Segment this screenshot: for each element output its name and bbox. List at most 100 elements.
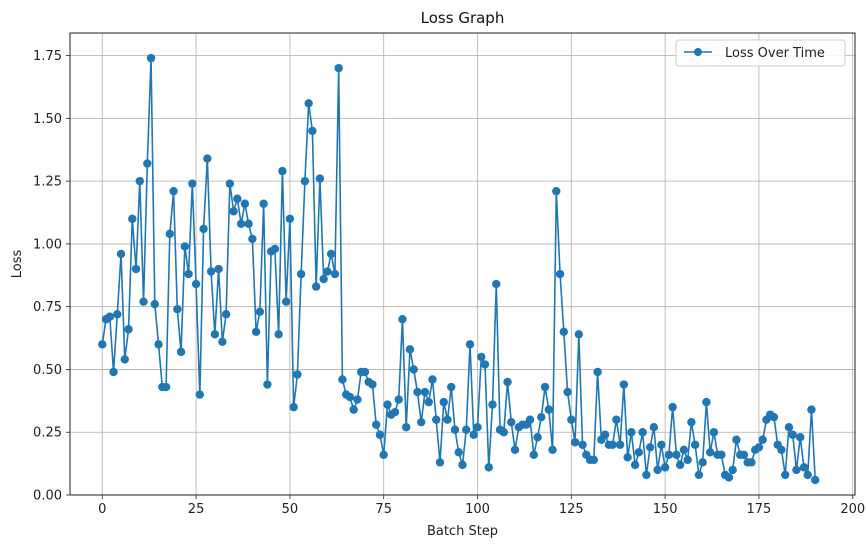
x-tick-label: 100 [465, 502, 490, 517]
data-point [709, 428, 719, 437]
data-point [244, 219, 253, 229]
data-point [326, 249, 336, 259]
data-point [675, 460, 685, 470]
data-point [296, 269, 306, 279]
data-point [473, 423, 482, 432]
x-tick-label: 50 [282, 502, 299, 517]
data-point [537, 412, 546, 422]
data-point [724, 473, 734, 482]
data-point [255, 307, 265, 316]
data-point [300, 176, 310, 186]
data-point [679, 445, 689, 454]
data-point [248, 234, 257, 244]
x-tick-label: 25 [188, 502, 205, 517]
data-point [784, 423, 794, 432]
data-point [507, 417, 516, 427]
data-point [304, 99, 313, 108]
data-point [109, 367, 118, 377]
y-tick-label: 0.25 [33, 426, 62, 441]
data-point [672, 450, 681, 460]
data-point [739, 450, 749, 460]
data-point [589, 455, 599, 465]
data-point [124, 325, 133, 334]
data-point [799, 463, 809, 472]
x-tick-label: 0 [98, 502, 106, 517]
data-point [199, 224, 208, 234]
data-point [600, 430, 610, 439]
data-point [443, 415, 452, 424]
data-point [349, 405, 358, 414]
data-point [113, 310, 122, 319]
data-point [116, 249, 126, 259]
data-point [544, 405, 553, 414]
data-point [660, 463, 670, 472]
data-point [270, 244, 280, 254]
data-point [540, 382, 550, 392]
data-point [263, 380, 272, 389]
data-point [480, 360, 490, 369]
data-point [98, 340, 107, 349]
data-point [311, 282, 321, 291]
legend-box [675, 39, 846, 67]
data-point [555, 269, 565, 279]
data-point [289, 402, 298, 412]
data-point [345, 392, 355, 402]
data-point [195, 390, 205, 399]
data-point [728, 465, 737, 475]
data-point [630, 460, 640, 470]
data-point [477, 352, 486, 362]
data-point [469, 430, 478, 439]
data-point [154, 340, 163, 349]
data-point [323, 267, 332, 276]
data-point [447, 382, 456, 392]
data-point [458, 460, 467, 470]
data-point [165, 229, 175, 239]
series-layer [98, 53, 820, 485]
data-point [777, 445, 786, 454]
data-point [732, 435, 741, 444]
data-point [413, 387, 422, 397]
data-point [687, 417, 696, 427]
data-point [769, 412, 779, 422]
data-point [747, 458, 756, 467]
data-point [608, 440, 617, 449]
data-point [612, 415, 621, 424]
data-point [807, 405, 816, 414]
data-point [570, 438, 580, 447]
data-point [353, 395, 362, 404]
data-point [420, 387, 430, 397]
data-point [184, 269, 193, 279]
data-point [694, 470, 704, 480]
data-point [559, 327, 569, 336]
data-point [259, 199, 268, 208]
data-point [240, 199, 250, 208]
data-point [379, 450, 388, 460]
y-tick-label: 0.75 [33, 300, 62, 315]
data-point [372, 420, 381, 429]
data-point [548, 445, 557, 454]
data-point [131, 264, 141, 274]
data-point [176, 347, 186, 357]
data-point [398, 315, 407, 324]
data-point [593, 367, 602, 377]
data-point [754, 443, 764, 452]
data-point [334, 63, 343, 73]
data-point [623, 453, 632, 462]
ticks: 0 25 50 75 100 125 150 175 200 0.00 0.25 0.50 0.75 1.… [33, 49, 865, 517]
data-point [533, 433, 542, 442]
data-point [578, 440, 587, 449]
x-axis-label: Batch Step [427, 524, 498, 539]
data-point [529, 450, 538, 460]
data-point [683, 455, 692, 465]
data-point [634, 448, 644, 457]
data-point [221, 310, 231, 319]
x-tick-label: 200 [840, 502, 865, 517]
data-point [120, 355, 129, 364]
data-point [169, 186, 178, 196]
data-point [105, 312, 114, 321]
data-point [368, 380, 377, 389]
data-point [251, 327, 261, 336]
data-point [788, 430, 797, 439]
data-point [278, 166, 287, 176]
